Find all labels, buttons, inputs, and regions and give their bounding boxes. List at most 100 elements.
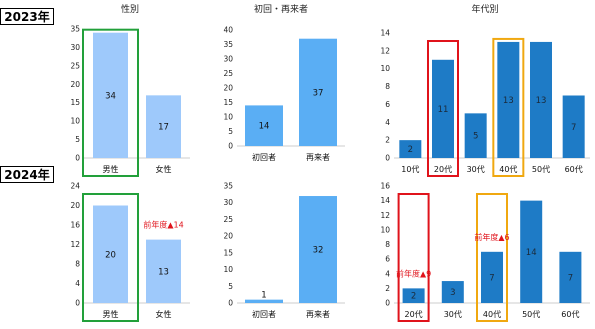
- y-tick-label: 16: [380, 182, 390, 191]
- y-tick-label: 35: [223, 182, 233, 191]
- category-label: 再来者: [306, 153, 330, 162]
- bar-50代: [530, 41, 552, 158]
- category-label: 20代: [434, 164, 452, 174]
- y-tick-label: 12: [380, 211, 390, 220]
- category-label: 60代: [565, 164, 583, 174]
- y-tick-label: 5: [75, 135, 80, 144]
- y-tick-label: 35: [223, 40, 233, 49]
- category-label: 40代: [499, 164, 517, 174]
- bar-value-label: 32: [313, 246, 324, 256]
- y-tick-label: 14: [380, 196, 390, 205]
- bar-女性: [146, 95, 181, 158]
- y-tick-label: 35: [70, 25, 80, 34]
- bar-value-label: 2: [411, 292, 416, 302]
- bar-初回者: [245, 299, 283, 303]
- bar-value-label: 13: [158, 267, 169, 277]
- bar-value-label: 11: [438, 105, 449, 115]
- bar-40代: [497, 41, 520, 158]
- y-tick-label: 0: [385, 154, 390, 163]
- highlight-frame-男性: [82, 28, 139, 177]
- bar-女性: [146, 239, 181, 303]
- category-label: 初回者: [252, 309, 276, 319]
- bar-20代: [402, 288, 425, 303]
- bar-value-label: 1: [261, 291, 266, 301]
- highlight-frame-20代: [397, 193, 430, 322]
- y-tick-label: 10: [380, 64, 390, 73]
- bar-value-label: 14: [259, 122, 270, 132]
- y-tick-label: 15: [223, 248, 233, 257]
- category-label: 50代: [522, 309, 540, 319]
- y-tick-label: 5: [228, 127, 233, 136]
- chart-visit-1: 0 5 10 15 20 25 30 35 40 14 初回者 37 再来者: [223, 26, 345, 162]
- bar-10代: [399, 140, 422, 158]
- y-tick-label: 25: [223, 69, 233, 78]
- bar-value-label: 2: [408, 145, 413, 155]
- bar-初回者: [245, 105, 283, 146]
- bar-value-label: 5: [473, 132, 478, 142]
- category-label: 60代: [561, 309, 579, 319]
- category-label: 女性: [156, 164, 172, 174]
- bar-男性: [93, 32, 128, 158]
- category-label: 30代: [467, 164, 485, 174]
- y-tick-label: 14: [380, 29, 390, 38]
- chart-visit-4: 0 5 10 15 20 25 30 35 1 初回者 32 再来者: [223, 182, 345, 319]
- bar-value-label: 3: [450, 288, 455, 298]
- y-tick-label: 40: [223, 26, 233, 35]
- bar-20代: [432, 59, 454, 158]
- y-tick-label: 2: [385, 136, 390, 145]
- y-tick-label: 25: [70, 61, 80, 70]
- y-tick-label: 20: [70, 80, 80, 89]
- category-label: 再来者: [306, 310, 330, 319]
- category-label: 40代: [483, 309, 501, 319]
- y-tick-label: 8: [385, 82, 390, 91]
- bar-60代: [559, 251, 582, 303]
- bar-value-label: 34: [105, 91, 116, 101]
- category-label: 男性: [103, 164, 119, 174]
- bar-60代: [562, 95, 585, 158]
- y-tick-label: 0: [75, 154, 80, 163]
- y-tick-label: 30: [70, 43, 80, 52]
- chart-age-2: 0 2 4 6 8 10 12 14 2 10代 11 20代 5 30代 13 40代 13 50代 7 60代: [380, 29, 590, 177]
- year-label-2023: 2023年: [0, 8, 54, 25]
- bar-value-label: 13: [536, 96, 547, 106]
- category-label: 20代: [405, 309, 423, 319]
- highlight-frame-20代: [427, 40, 459, 177]
- y-tick-label: 30: [223, 55, 233, 64]
- bar-value-label: 20: [105, 250, 116, 260]
- category-label: 男性: [103, 309, 119, 319]
- highlight-frame-40代: [492, 37, 525, 177]
- y-tick-label: 20: [223, 84, 233, 93]
- y-tick-label: 6: [385, 255, 390, 264]
- bar-再来者: [299, 38, 337, 147]
- y-tick-label: 20: [70, 201, 80, 210]
- chart-age-5: 0 2 4 6 8 10 12 14 16 2 20代 前年度▲9 3 30代 7 40代 前年度▲6 14 50代…: [380, 182, 590, 322]
- bar-男性: [93, 205, 128, 303]
- year-label-2024: 2024年: [0, 166, 54, 183]
- y-tick-label: 10: [223, 265, 233, 274]
- bar-40代: [481, 251, 503, 303]
- bar-value-label: 13: [503, 96, 514, 106]
- y-tick-label: 0: [228, 142, 233, 151]
- highlight-frame-40代: [476, 193, 508, 322]
- y-tick-label: 8: [75, 260, 80, 269]
- bar-30代: [464, 113, 487, 158]
- y-tick-label: 5: [228, 282, 233, 291]
- panel-title-gender: 性別: [120, 5, 139, 15]
- y-tick-label: 8: [385, 240, 390, 249]
- annotation-label: 前年度▲9: [396, 268, 431, 278]
- chart-gender-0: 0 5 10 15 20 25 30 35 34 男性 17 女性: [70, 25, 190, 177]
- y-tick-label: 4: [75, 279, 80, 288]
- annotation-label: 前年度▲14: [143, 220, 183, 230]
- y-tick-label: 12: [70, 240, 80, 249]
- y-tick-label: 15: [70, 98, 80, 107]
- y-tick-label: 12: [380, 46, 390, 55]
- y-tick-label: 10: [380, 225, 390, 234]
- panel-title-age: 年代別: [471, 5, 499, 15]
- y-tick-label: 16: [70, 221, 80, 230]
- bar-value-label: 37: [313, 88, 324, 98]
- y-tick-label: 24: [70, 182, 80, 191]
- bar-value-label: 7: [571, 123, 576, 133]
- category-label: 30代: [444, 309, 462, 319]
